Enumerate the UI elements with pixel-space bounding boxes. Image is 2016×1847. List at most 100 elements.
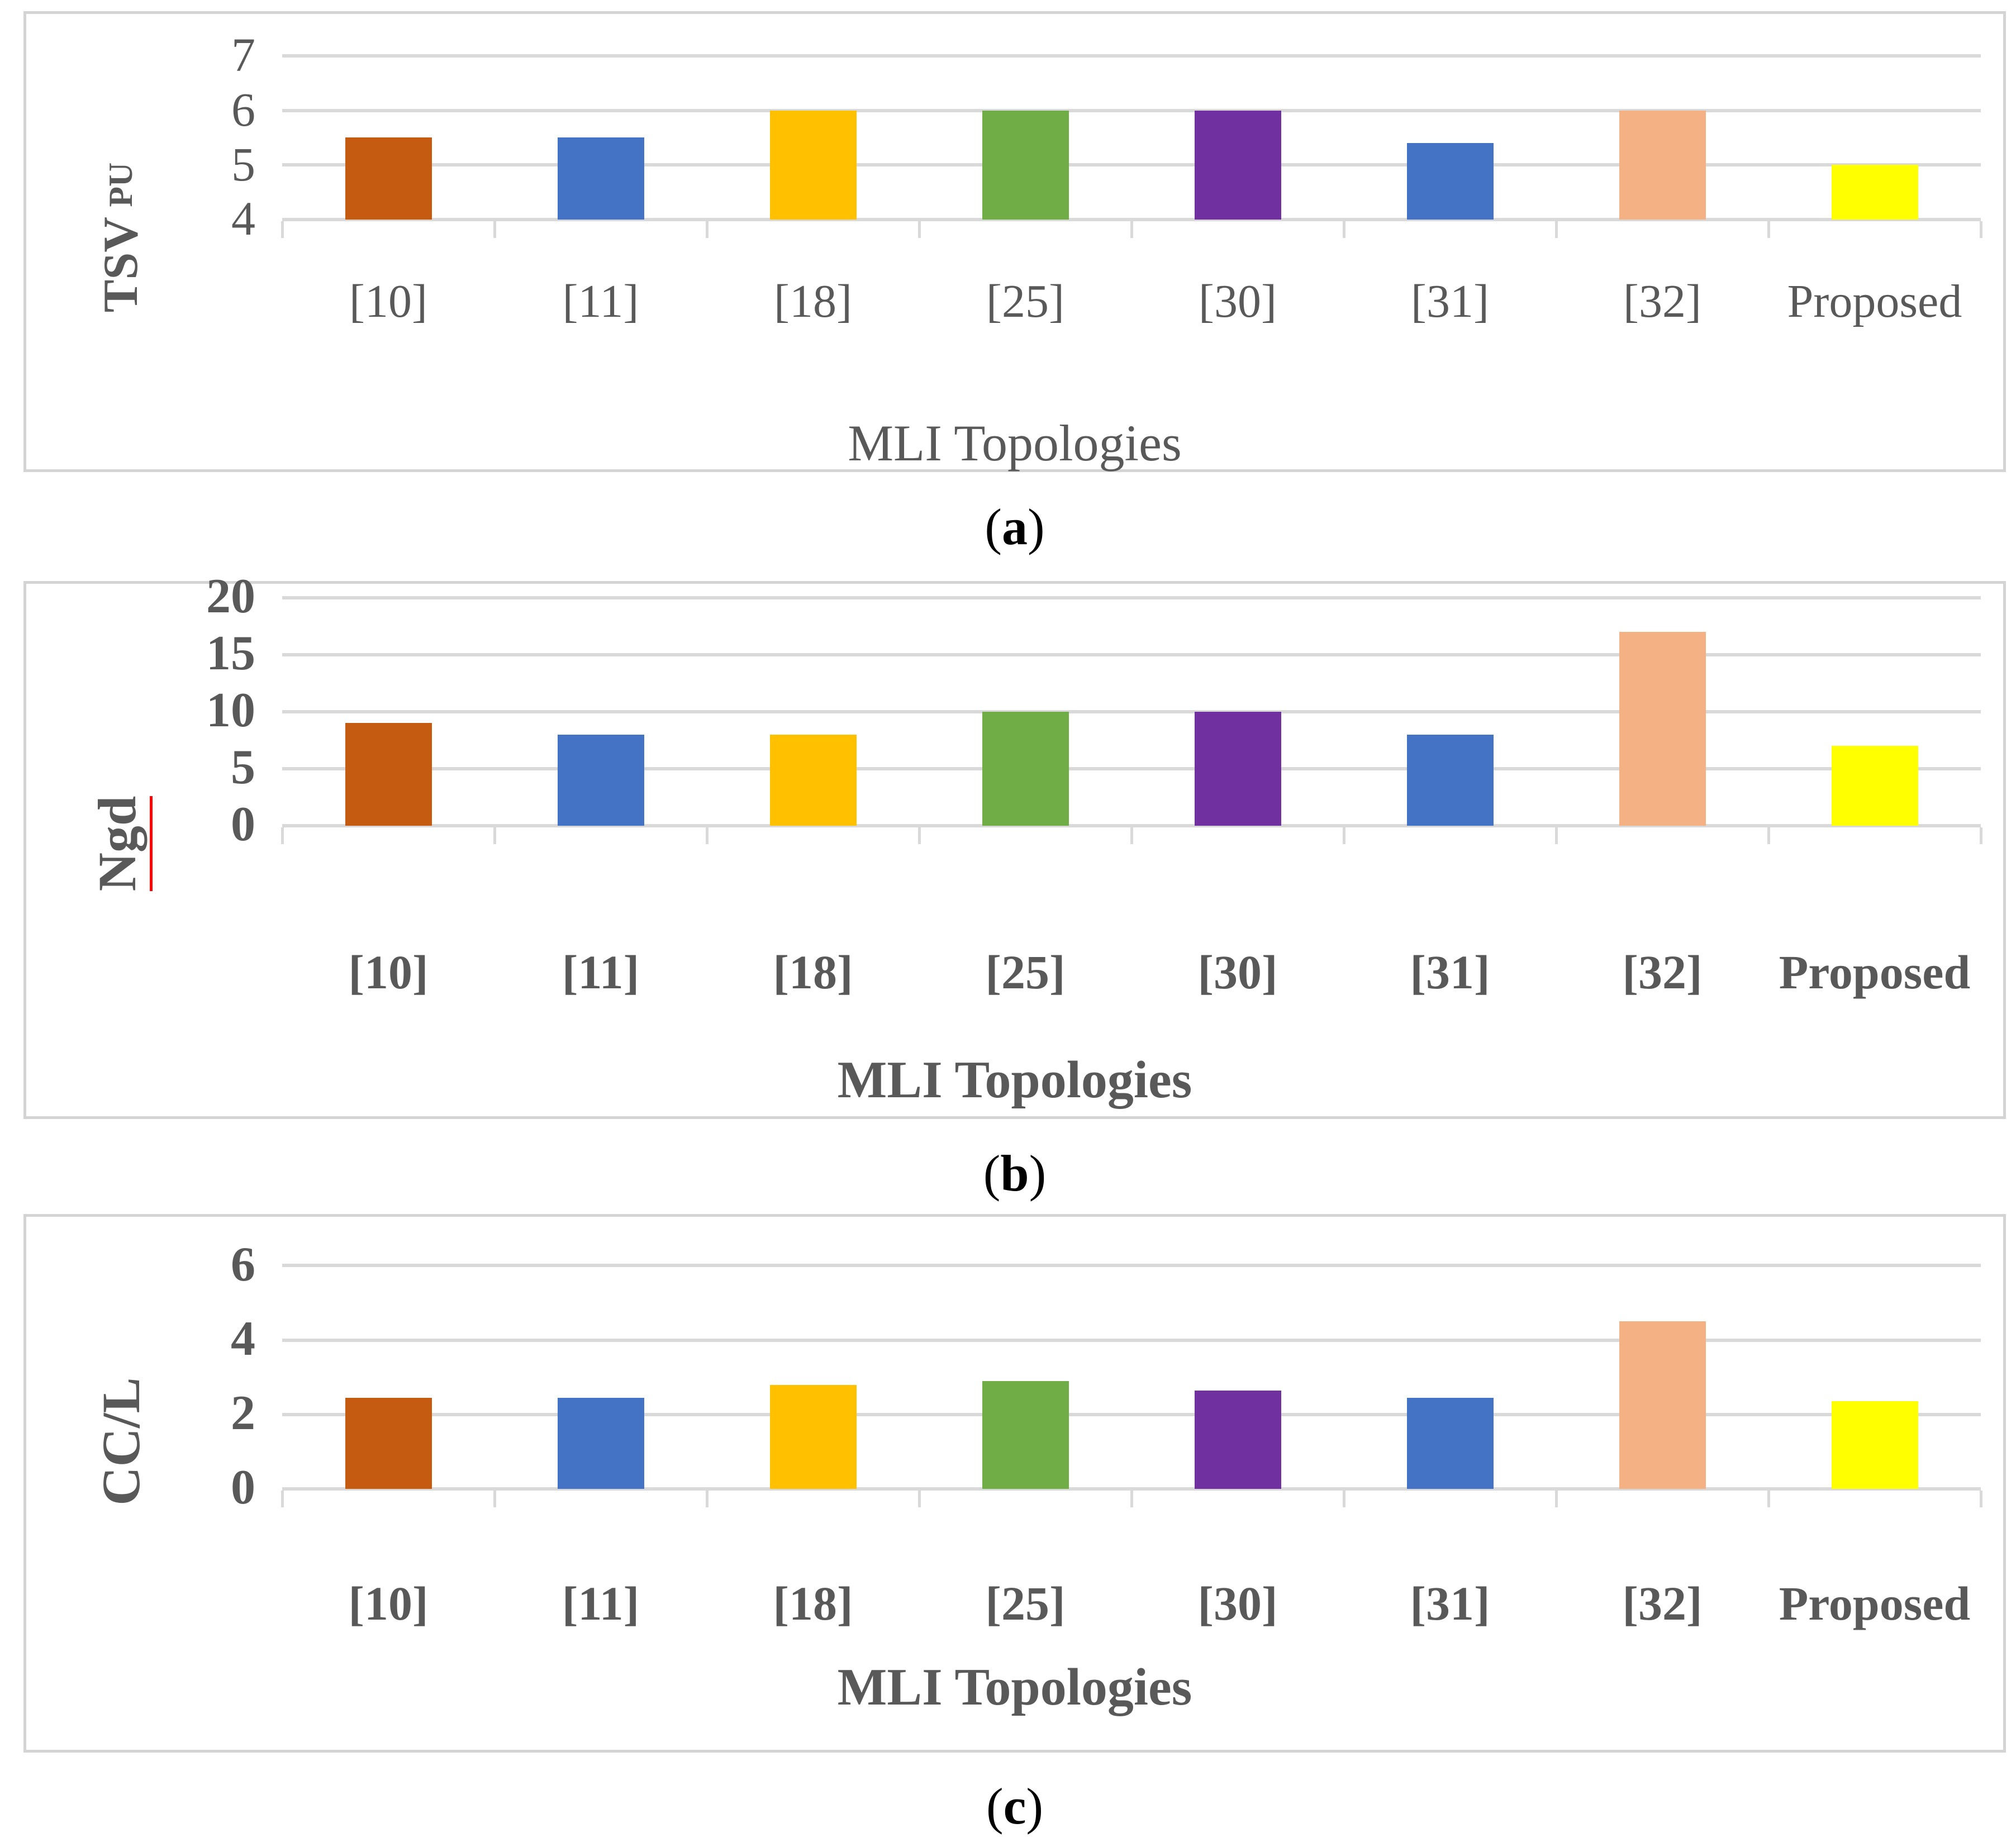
x-axis-tick	[281, 1491, 284, 1507]
category-label: Proposed	[1779, 1577, 1971, 1630]
gridline	[282, 163, 1981, 167]
category-label: [31]	[1411, 275, 1489, 327]
x-axis-tick	[706, 827, 709, 844]
bar-Proposed-b	[1831, 746, 1918, 826]
y-tick-label: 2	[231, 1386, 255, 1441]
caption-letter: c	[1003, 1778, 1026, 1835]
y-axis-title-text: CC/L	[91, 1377, 151, 1506]
gridline	[282, 1264, 1981, 1268]
y-axis-title: TSV PU	[82, 42, 160, 433]
y-axis-title-suffix: PU	[102, 162, 140, 207]
x-axis-tick	[1980, 221, 1982, 238]
x-axis-tick	[1343, 221, 1345, 238]
x-axis-tick	[1343, 827, 1345, 844]
x-axis-title: MLI Topologies	[837, 1051, 1192, 1109]
chart-panel-b: 0 5 10 15 20 [10] [11] [18] [25] [30] [31] [32] Prop…	[23, 572, 2006, 1119]
bar-30-b	[1194, 712, 1281, 826]
bar-Proposed-a	[1831, 165, 1918, 220]
category-label: [25]	[985, 1577, 1066, 1630]
x-axis-line	[282, 824, 1981, 827]
category-label: [32]	[1623, 275, 1701, 327]
x-axis-line	[282, 1487, 1981, 1491]
caption-c: (c)	[23, 1781, 2006, 1832]
caption-close-paren: )	[1026, 1778, 1044, 1835]
category-label: [30]	[1197, 945, 1278, 999]
x-axis-tick	[1343, 1491, 1345, 1507]
category-label: [32]	[1622, 945, 1703, 999]
category-label: Proposed	[1787, 275, 1962, 327]
x-axis-tick	[918, 1491, 921, 1507]
gridline	[282, 653, 1981, 656]
bar-11-c	[557, 1397, 644, 1489]
x-axis-tick	[1130, 1491, 1133, 1507]
y-axis-title: Ngd	[82, 648, 160, 1039]
y-tick-label: 6	[231, 1237, 255, 1292]
bar-11-b	[557, 734, 644, 826]
bar-32-a	[1619, 110, 1706, 220]
x-axis-tick	[706, 221, 709, 238]
bar-25-a	[982, 110, 1069, 220]
bar-10-b	[345, 723, 432, 826]
x-axis-line	[282, 218, 1981, 221]
bar-18-c	[769, 1384, 857, 1489]
category-label: Proposed	[1779, 945, 1971, 999]
caption-open-paren: (	[983, 1145, 1001, 1202]
x-axis-title: MLI Topologies	[848, 415, 1182, 472]
bar-Proposed-c	[1831, 1401, 1918, 1489]
x-axis-tick	[493, 1491, 496, 1507]
y-tick-label: 0	[231, 1460, 255, 1515]
y-tick-label: 10	[206, 683, 255, 738]
bar-30-a	[1194, 110, 1281, 220]
category-label: [11]	[562, 1577, 640, 1630]
category-label: [11]	[562, 945, 640, 999]
caption-close-paren: )	[1029, 1145, 1047, 1202]
y-axis-title-spacer	[97, 207, 146, 217]
category-label: [10]	[348, 945, 429, 999]
caption-a: (a)	[23, 501, 2006, 553]
bar-11-a	[557, 137, 644, 220]
x-axis-tick	[493, 827, 496, 844]
bar-31-b	[1406, 734, 1494, 826]
bar-18-a	[769, 110, 857, 220]
x-axis-tick	[1130, 827, 1133, 844]
category-label: [18]	[774, 275, 852, 327]
x-axis-tick	[918, 221, 921, 238]
bar-32-c	[1619, 1321, 1706, 1489]
category-label: [18]	[773, 945, 853, 999]
gridline	[282, 108, 1981, 112]
gridline	[282, 54, 1981, 58]
x-axis-tick	[1980, 1491, 1982, 1507]
x-axis-tick	[1555, 827, 1558, 844]
category-label: [10]	[348, 1577, 429, 1630]
bar-25-c	[982, 1381, 1069, 1489]
y-axis-title: CC/L	[82, 1246, 160, 1637]
category-label: [10]	[349, 275, 427, 327]
caption-letter: b	[1000, 1145, 1029, 1202]
category-label: [11]	[562, 275, 639, 327]
bar-31-c	[1406, 1397, 1494, 1489]
gridline	[282, 1412, 1981, 1416]
y-axis-title-text: TSV	[94, 217, 148, 313]
caption-open-paren: (	[986, 1778, 1004, 1835]
bar-31-a	[1406, 143, 1494, 220]
x-axis-tick	[1767, 827, 1770, 844]
y-axis-title-text: Ngd	[87, 796, 153, 892]
caption-b: (b)	[23, 1148, 2006, 1199]
x-axis-tick	[918, 827, 921, 844]
y-tick-label: 0	[231, 797, 255, 852]
x-axis-tick	[1555, 221, 1558, 238]
y-tick-label: 7	[231, 28, 255, 82]
caption-close-paren: )	[1028, 498, 1045, 555]
category-label: [31]	[1410, 945, 1490, 999]
gridline	[282, 1338, 1981, 1342]
x-axis-tick	[281, 827, 284, 844]
x-axis-title: MLI Topologies	[837, 1658, 1192, 1716]
bar-32-b	[1619, 632, 1706, 826]
y-tick-label: 15	[206, 626, 255, 681]
category-label: [31]	[1410, 1577, 1490, 1630]
y-tick-label: 4	[231, 1311, 255, 1366]
y-tick-label: 20	[206, 569, 255, 624]
bar-25-b	[982, 712, 1069, 826]
x-axis-tick	[706, 1491, 709, 1507]
gridline	[282, 710, 1981, 713]
